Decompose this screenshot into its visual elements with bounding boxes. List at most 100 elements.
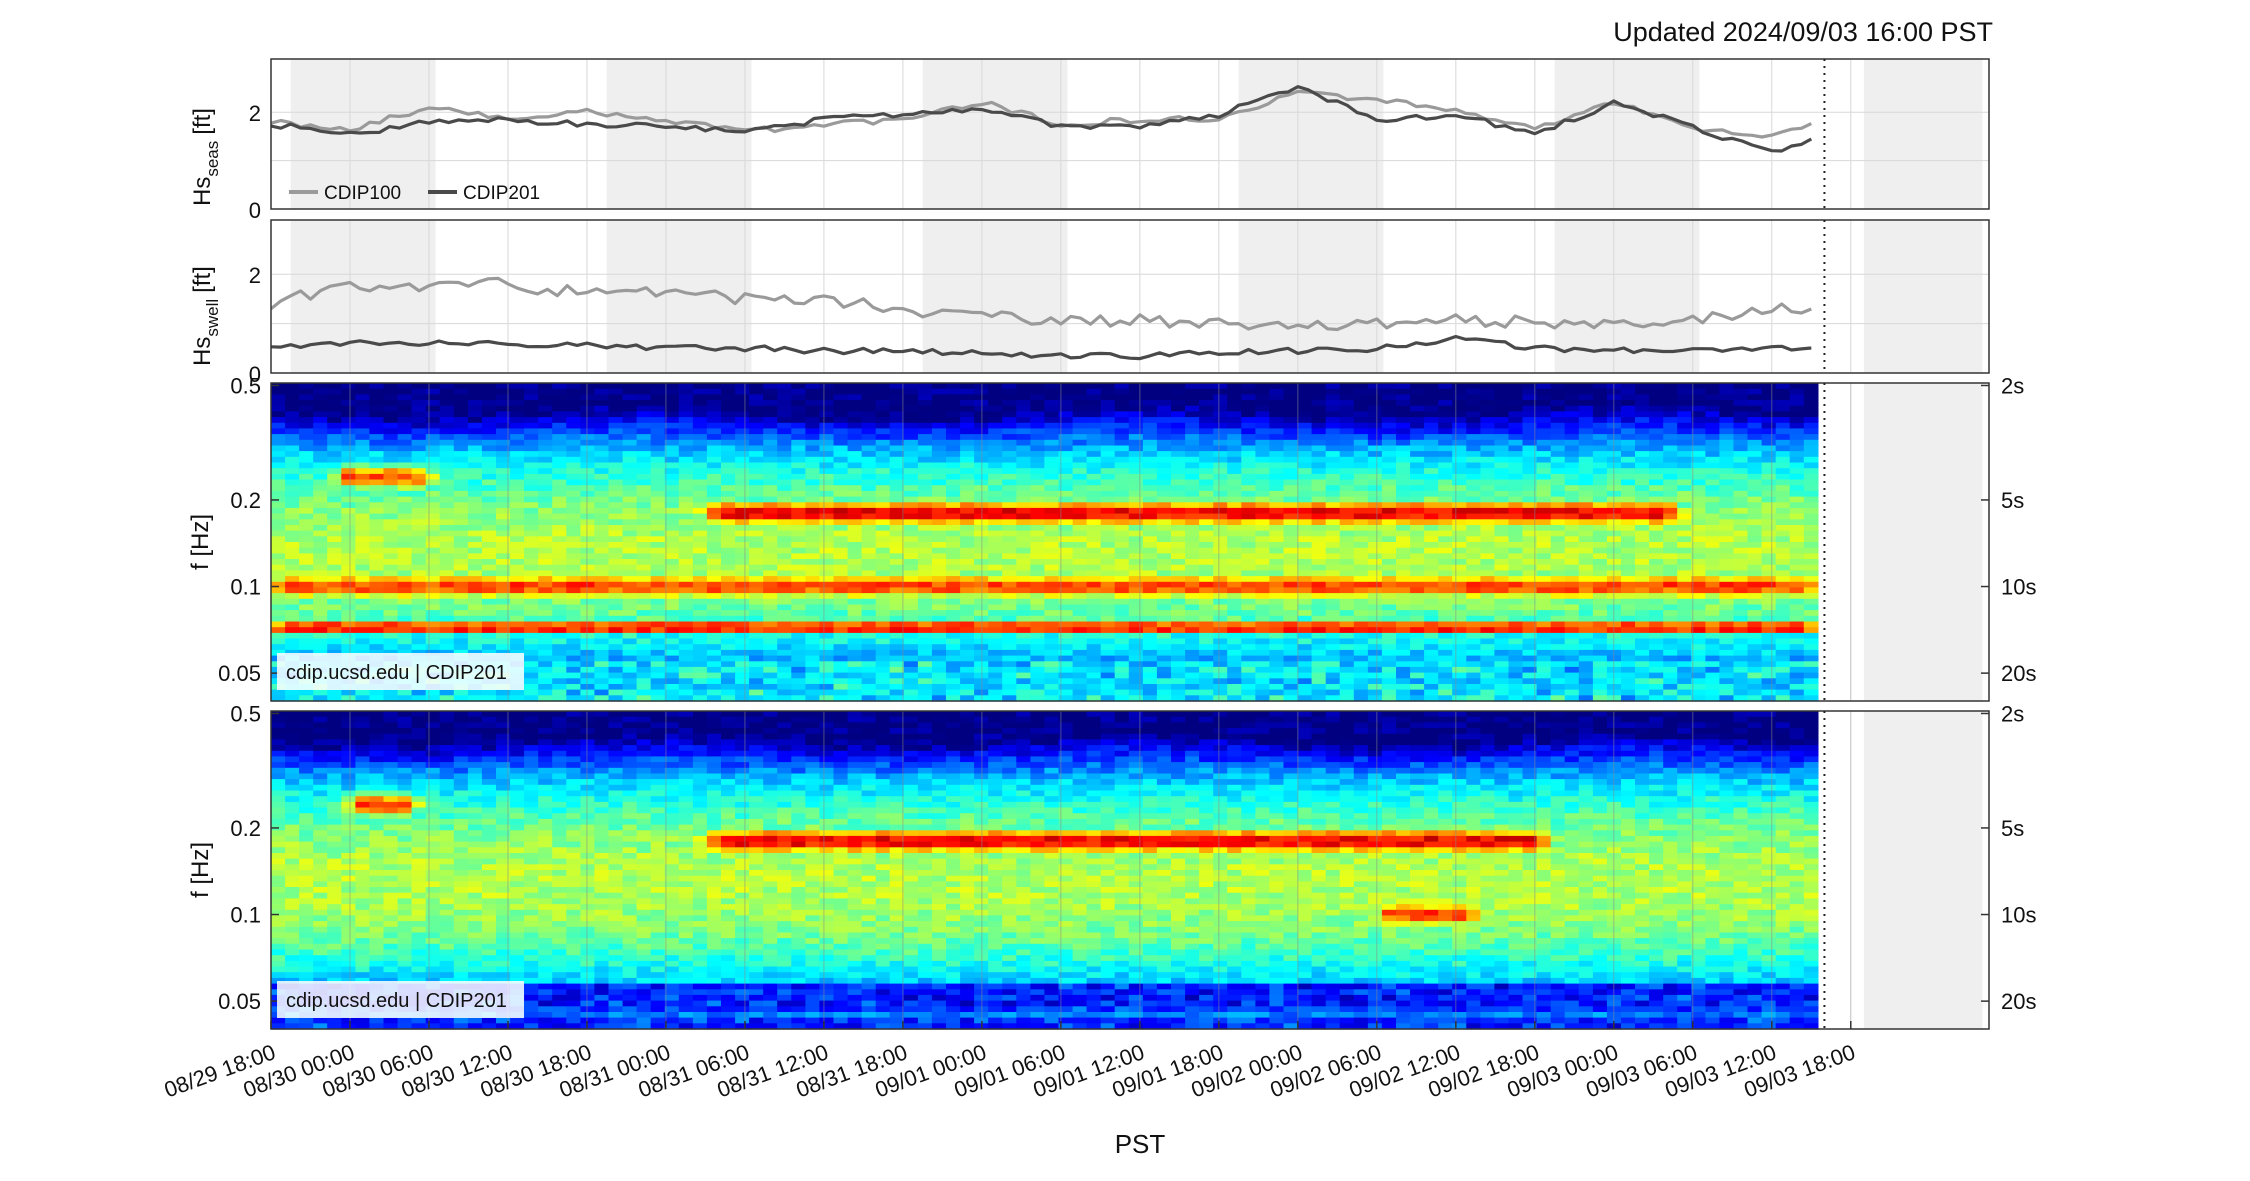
specU-cell: [1283, 502, 1299, 509]
specU-cell: [847, 400, 863, 407]
specU-cell: [453, 604, 469, 611]
specU-cell: [819, 417, 835, 424]
specU-cell: [664, 513, 680, 520]
specU-cell: [1269, 593, 1285, 600]
specU-cell: [1269, 610, 1285, 617]
specU-cell: [1339, 456, 1355, 464]
specU-cell: [1452, 547, 1467, 554]
specU-cell: [636, 661, 652, 668]
specU-cell: [1072, 468, 1088, 475]
specU-cell: [721, 490, 736, 498]
specU-cell: [453, 417, 469, 424]
specU-cell: [805, 604, 821, 611]
specU-cell: [1438, 576, 1453, 583]
specU-cell: [1114, 507, 1130, 515]
specU-cell: [594, 479, 610, 486]
specU-cell: [749, 638, 764, 645]
specU-cell: [1100, 587, 1116, 594]
specU-cell: [1016, 655, 1031, 662]
specU-cell: [1100, 570, 1116, 577]
specU-cell: [1002, 530, 1017, 537]
specU-cell: [917, 439, 933, 447]
specU-cell: [566, 627, 581, 634]
specU-cell: [1466, 684, 1481, 691]
specU-cell: [524, 666, 539, 674]
specU-cell: [988, 451, 1003, 458]
specU-cell: [566, 405, 581, 412]
specU-cell: [355, 513, 371, 520]
specU-cell: [721, 451, 736, 458]
specU-cell: [510, 689, 525, 696]
specU-cell: [875, 400, 891, 407]
specU-cell: [1058, 678, 1074, 685]
specU-cell: [847, 553, 863, 560]
specU-cell: [1381, 678, 1397, 685]
specU-cell: [1283, 400, 1299, 407]
specU-cell: [1396, 468, 1411, 475]
specU-cell: [1128, 593, 1144, 600]
specU-cell: [1044, 462, 1060, 469]
specU-cell: [1381, 553, 1397, 560]
specU-cell: [1241, 405, 1256, 412]
specU-cell: [355, 525, 371, 532]
specU-cell: [861, 411, 877, 418]
specU-cell: [594, 598, 610, 606]
specU-cell: [763, 559, 778, 566]
specU-cell: [903, 411, 919, 418]
specU-cell: [1353, 542, 1369, 549]
specU-cell: [1171, 610, 1186, 617]
specU-cell: [861, 434, 877, 441]
specU-cell: [1171, 519, 1186, 526]
specU-cell: [946, 553, 961, 560]
specU-cell: [1058, 411, 1074, 418]
specU-cell: [566, 644, 581, 651]
specU-cell: [1269, 587, 1285, 594]
specU-cell: [1311, 564, 1327, 571]
specU-cell: [1171, 576, 1186, 583]
specU-cell: [692, 400, 708, 407]
specU-cell: [931, 564, 947, 571]
specU-cell: [1353, 684, 1369, 691]
specU-cell: [538, 502, 553, 509]
specU-cell: [735, 581, 750, 589]
specU-cell: [467, 559, 483, 566]
specU-cell: [411, 598, 427, 606]
specU-cell: [411, 513, 427, 520]
specU-cell: [1002, 496, 1017, 503]
specU-cell: [285, 434, 300, 441]
specU-cell: [678, 456, 694, 464]
specU-cell: [369, 462, 385, 469]
specU-cell: [1002, 388, 1017, 395]
specU-cell: [988, 627, 1003, 634]
specU-cell: [1255, 684, 1271, 691]
specU-cell: [1438, 695, 1453, 702]
specU-cell: [594, 632, 610, 640]
specU-cell: [285, 564, 300, 571]
specU-cell: [313, 525, 328, 532]
specU-cell: [791, 604, 806, 611]
specU-cell: [763, 485, 778, 492]
specU-cell: [524, 587, 539, 594]
specU-cell: [1452, 519, 1467, 526]
specU-cell: [1466, 490, 1481, 498]
specU-cell: [1128, 422, 1144, 430]
specU-cell: [1269, 400, 1285, 407]
specU-cell: [735, 547, 750, 554]
specU-cell: [369, 445, 385, 452]
specU-cell: [1199, 502, 1214, 509]
specU-cell: [706, 451, 722, 458]
specU-cell: [1128, 388, 1144, 395]
specU-cell: [805, 570, 821, 577]
specU-cell: [763, 689, 778, 696]
specU-cell: [735, 388, 750, 395]
specU-cell: [594, 428, 610, 435]
specU-cell: [425, 581, 441, 589]
specU-cell: [622, 479, 638, 486]
specU-cell: [1100, 559, 1116, 566]
specU-cell: [706, 553, 722, 560]
specU-cell: [1466, 627, 1481, 634]
specU-cell: [383, 422, 399, 430]
specU-cell: [552, 428, 567, 435]
specU-cell: [777, 388, 792, 395]
specU-cell: [636, 411, 652, 418]
